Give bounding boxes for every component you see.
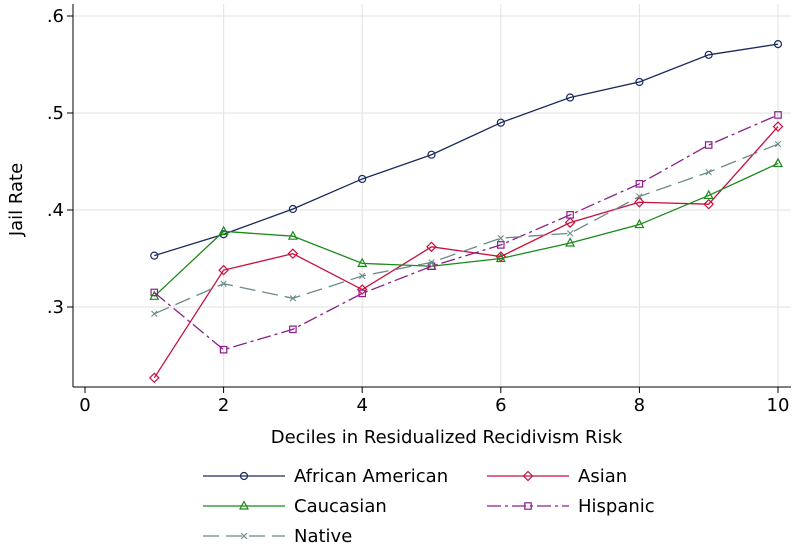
x-tick-label: 2 [218, 395, 229, 416]
data-point-diamond [564, 217, 576, 228]
data-point-triangle [565, 237, 576, 247]
data-point-circle [427, 150, 436, 159]
legend-label: Hispanic [578, 496, 655, 517]
data-point-x-stroke [774, 140, 782, 148]
data-point-x-stroke [497, 234, 504, 242]
data-point-triangle [287, 230, 298, 240]
data-point-x [359, 272, 366, 280]
legend-label: Native [294, 526, 352, 547]
data-point-x-stroke [566, 230, 574, 237]
data-point-circle [565, 93, 575, 102]
series-asian [148, 121, 784, 384]
data-point-triangle [495, 252, 506, 263]
data-point-square [497, 241, 505, 249]
series-line [154, 143, 779, 315]
data-point-x [705, 168, 712, 176]
data-point-triangle [357, 257, 368, 267]
grid [73, 4, 791, 387]
legend: African American Asian Caucasian Hispanic Na… [203, 466, 655, 547]
series-native [151, 140, 782, 317]
x-tick-label: 10 [767, 395, 790, 416]
x-axis-title: Deciles in Residualized Recidivism Risk [271, 427, 623, 448]
data-point-square [524, 502, 532, 510]
legend-label: Asian [578, 466, 627, 487]
data-point-x [240, 532, 248, 540]
y-tick-label: .5 [47, 103, 64, 124]
axes: 0 2 4 6 8 10 .3 .4 .5 .6 [47, 4, 791, 416]
data-point-x-stroke [289, 295, 297, 302]
data-point-x-stroke [428, 259, 435, 266]
x-tick-label: 4 [356, 395, 367, 416]
data-point-diamond [148, 372, 160, 384]
data-point-square [774, 111, 782, 119]
data-point-square [219, 345, 228, 354]
x-tick-label: 6 [495, 395, 506, 416]
data-point-triangle [218, 225, 229, 235]
legend-item: Native [203, 526, 352, 547]
data-point-triangle [773, 157, 783, 168]
series-line [153, 114, 779, 351]
data-point-x-stroke [705, 168, 712, 176]
data-point-circle [496, 118, 505, 127]
data-point-circle [635, 77, 644, 87]
data-point-x-stroke [151, 310, 158, 317]
x-tick-label: 8 [634, 395, 645, 416]
series-lines [148, 40, 784, 384]
data-point-circle [239, 471, 249, 481]
legend-item: Asian [487, 466, 627, 487]
data-point-x [220, 280, 227, 287]
data-point-diamond [634, 196, 645, 208]
data-point-square [289, 325, 297, 334]
data-point-x [428, 259, 435, 266]
data-point-square [566, 211, 574, 219]
data-point-circle [288, 204, 297, 214]
series-line [154, 43, 779, 257]
legend-item: African American [203, 466, 448, 487]
series-caucasian [149, 157, 783, 300]
data-point-x [774, 140, 782, 148]
data-point-square [358, 289, 367, 298]
series-line [153, 162, 779, 297]
data-point-circle [150, 251, 159, 260]
data-point-diamond [356, 284, 368, 295]
y-axis-title: Jail Rate [6, 163, 27, 237]
data-point-diamond [287, 248, 299, 259]
data-point-x-stroke [240, 532, 248, 540]
data-point-x [289, 295, 297, 302]
legend-item: Caucasian [203, 496, 387, 517]
data-point-square [704, 141, 713, 149]
legend-label: Caucasian [294, 496, 387, 517]
data-point-x-stroke [636, 193, 643, 200]
data-point-x [636, 193, 643, 200]
legend-item: Hispanic [487, 496, 655, 517]
data-point-triangle [634, 218, 645, 229]
data-point-circle [358, 174, 367, 184]
data-point-diamond [426, 241, 437, 253]
data-point-square [635, 180, 644, 188]
data-point-x-stroke [359, 272, 366, 280]
series-african-american [150, 40, 783, 260]
data-point-x [151, 310, 158, 317]
data-point-diamond [703, 198, 715, 210]
legend-label: African American [294, 466, 448, 487]
data-point-diamond [218, 264, 229, 276]
data-point-triangle [703, 189, 714, 200]
data-point-circle [773, 40, 783, 49]
x-tick-label: 0 [79, 395, 90, 416]
data-point-diamond [772, 121, 784, 132]
data-point-square [150, 288, 159, 297]
y-tick-label: .3 [47, 297, 64, 318]
data-point-x [497, 234, 504, 242]
series-hispanic [150, 111, 782, 354]
y-tick-label: .6 [47, 6, 64, 27]
series-line [153, 126, 779, 379]
data-point-diamond [522, 470, 534, 482]
data-point-triangle [239, 500, 249, 510]
y-tick-label: .4 [47, 200, 64, 221]
data-point-x-stroke [220, 280, 227, 287]
data-point-circle [704, 50, 713, 59]
data-point-x [566, 230, 574, 237]
